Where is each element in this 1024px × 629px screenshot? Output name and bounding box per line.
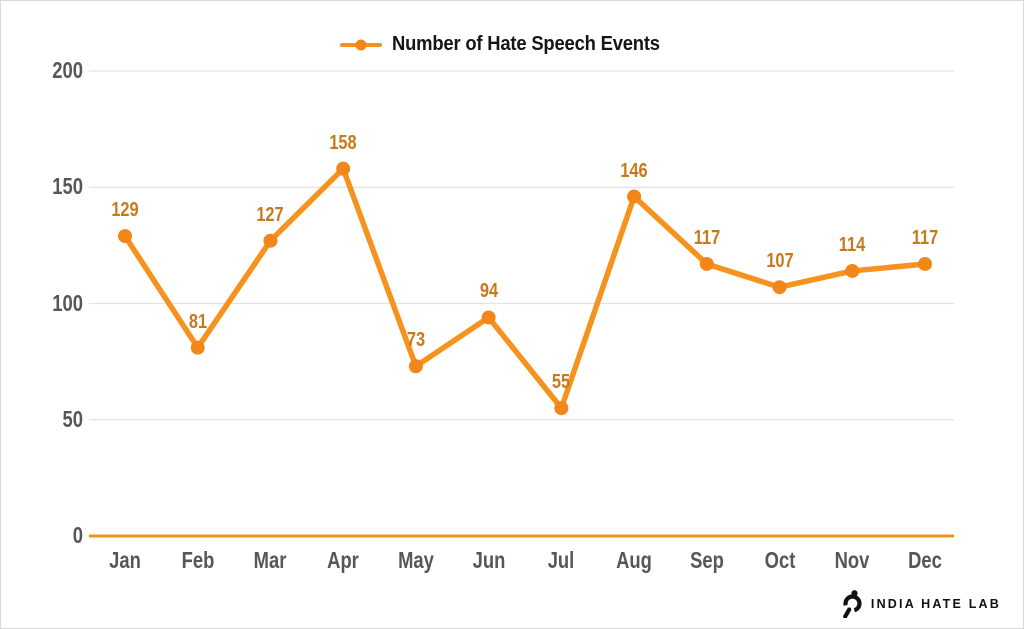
x-axis-tick-label: Oct xyxy=(764,547,795,573)
x-axis-tick-label: Nov xyxy=(834,547,870,573)
y-axis-tick-label: 200 xyxy=(52,57,83,83)
data-point-label: 129 xyxy=(111,199,139,222)
x-axis-tick-label: Jul xyxy=(548,547,575,573)
x-axis-tick-label: Feb xyxy=(181,547,215,573)
data-point[interactable] xyxy=(408,359,423,374)
legend-item-hate-speech-events[interactable]: Number of Hate Speech Events xyxy=(340,33,683,56)
india-hate-lab-logo-icon xyxy=(842,590,862,618)
data-point-label: 81 xyxy=(188,310,207,333)
x-axis-tick-label: Sep xyxy=(689,547,724,573)
data-point[interactable] xyxy=(845,263,860,278)
data-point-label: 73 xyxy=(406,329,426,352)
data-point-label: 117 xyxy=(911,226,939,249)
data-point-label: 117 xyxy=(693,226,721,249)
series-line xyxy=(122,165,928,411)
legend: Number of Hate Speech Events xyxy=(1,33,1023,56)
data-point-label: 55 xyxy=(552,371,571,394)
y-axis-tick-label: 0 xyxy=(72,522,83,548)
x-axis-tick-label: May xyxy=(398,547,434,573)
x-axis-tick-label: Jan xyxy=(109,547,141,573)
data-point-label: 127 xyxy=(256,203,285,226)
brand-logo: INDIA HATE LAB xyxy=(841,590,1001,618)
data-point[interactable] xyxy=(918,256,932,271)
data-point-label: 114 xyxy=(839,233,866,256)
brand-name: INDIA HATE LAB xyxy=(870,597,1001,611)
x-axis-tick-label: Dec xyxy=(908,547,942,573)
data-point[interactable] xyxy=(481,310,496,325)
data-point-label: 158 xyxy=(329,131,357,154)
data-point[interactable] xyxy=(118,229,132,244)
data-point-label: 94 xyxy=(479,280,498,303)
data-point-label: 107 xyxy=(765,250,794,273)
data-point[interactable] xyxy=(772,280,787,295)
data-point[interactable] xyxy=(554,401,569,416)
data-point[interactable] xyxy=(699,256,714,271)
legend-label: Number of Hate Speech Events xyxy=(392,33,661,55)
y-axis-tick-label: 50 xyxy=(62,405,83,432)
data-point[interactable] xyxy=(263,233,278,248)
x-axis-tick-label: Jun xyxy=(472,547,505,573)
x-axis-tick-label: Aug xyxy=(616,547,652,573)
data-point[interactable] xyxy=(627,189,642,204)
legend-line-marker-icon xyxy=(340,39,383,50)
x-axis-tick-label: Apr xyxy=(327,547,360,573)
y-axis-tick-label: 150 xyxy=(52,173,83,200)
x-axis-tick-label: Mar xyxy=(254,547,287,573)
y-axis-tick-label: 100 xyxy=(52,289,83,316)
data-point-label: 146 xyxy=(620,159,648,182)
data-point[interactable] xyxy=(336,161,351,176)
data-point[interactable] xyxy=(190,340,205,355)
